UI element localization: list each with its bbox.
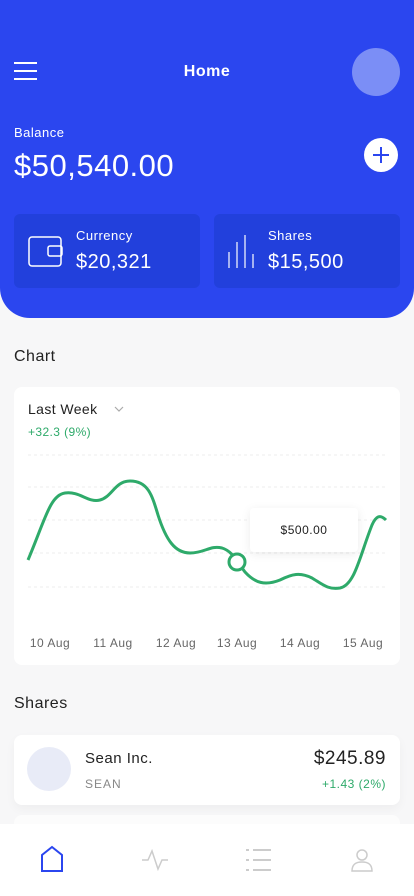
balance-label: Balance (14, 125, 65, 140)
company-logo (27, 747, 71, 791)
shares-card[interactable]: Shares $15,500 (214, 214, 400, 288)
share-change: +1.43 (2%) (321, 777, 386, 791)
share-price: $245.89 (313, 748, 386, 769)
x-label: 14 Aug (279, 636, 321, 650)
price-line (26, 479, 388, 590)
avatar[interactable] (352, 48, 400, 96)
share-item[interactable]: Sean Inc. SEAN $245.89 +1.43 (2%) (14, 735, 400, 805)
change-text: +32.3 (9%) (28, 425, 92, 439)
nav-activity[interactable] (142, 848, 168, 872)
page-title: Home (183, 63, 231, 80)
line-chart (26, 454, 388, 590)
add-button[interactable] (364, 138, 398, 172)
card-value: $15,500 (268, 251, 344, 273)
bottom-nav (0, 824, 414, 896)
x-label: 15 Aug (342, 636, 384, 650)
chart-card: Last Week +32.3 (9%) $500.00 10 Aug 11 Au… (14, 387, 400, 665)
menu-line (14, 70, 37, 72)
section-title: Shares (14, 695, 68, 712)
card-label: Shares (268, 228, 313, 243)
x-labels: 10 Aug 11 Aug 12 Aug 13 Aug 14 Aug 15 Aug (14, 636, 400, 652)
section-title: Chart (14, 348, 56, 365)
menu-button[interactable] (14, 62, 38, 82)
x-label: 11 Aug (93, 636, 133, 650)
add-icon (373, 147, 389, 163)
ticker: SEAN (85, 777, 122, 791)
focus-point[interactable] (227, 552, 247, 572)
nav-list[interactable] (246, 849, 271, 871)
nav-icons (41, 845, 373, 872)
tooltip-text: $500.00 (280, 523, 328, 537)
tooltip: $500.00 (250, 508, 358, 552)
x-label: 12 Aug (155, 636, 197, 650)
wallet-icon (28, 236, 63, 267)
bars-icon (228, 235, 254, 268)
header: Home Balance $50,540.00 Currency $20,321… (0, 0, 414, 318)
chevron-icon (114, 406, 124, 412)
x-label: 13 Aug (216, 636, 258, 650)
card-value: $20,321 (76, 251, 152, 273)
period-dropdown[interactable]: Last Week (28, 401, 98, 417)
menu-line (14, 62, 37, 64)
menu-line (14, 78, 37, 80)
x-label: 10 Aug (29, 636, 71, 650)
nav-profile[interactable] (351, 849, 373, 872)
company-name: Sean Inc. (85, 750, 153, 767)
nav-home[interactable] (41, 845, 63, 872)
currency-card[interactable]: Currency $20,321 (14, 214, 200, 288)
card-label: Currency (76, 228, 133, 243)
balance-value: $50,540.00 (14, 148, 175, 183)
